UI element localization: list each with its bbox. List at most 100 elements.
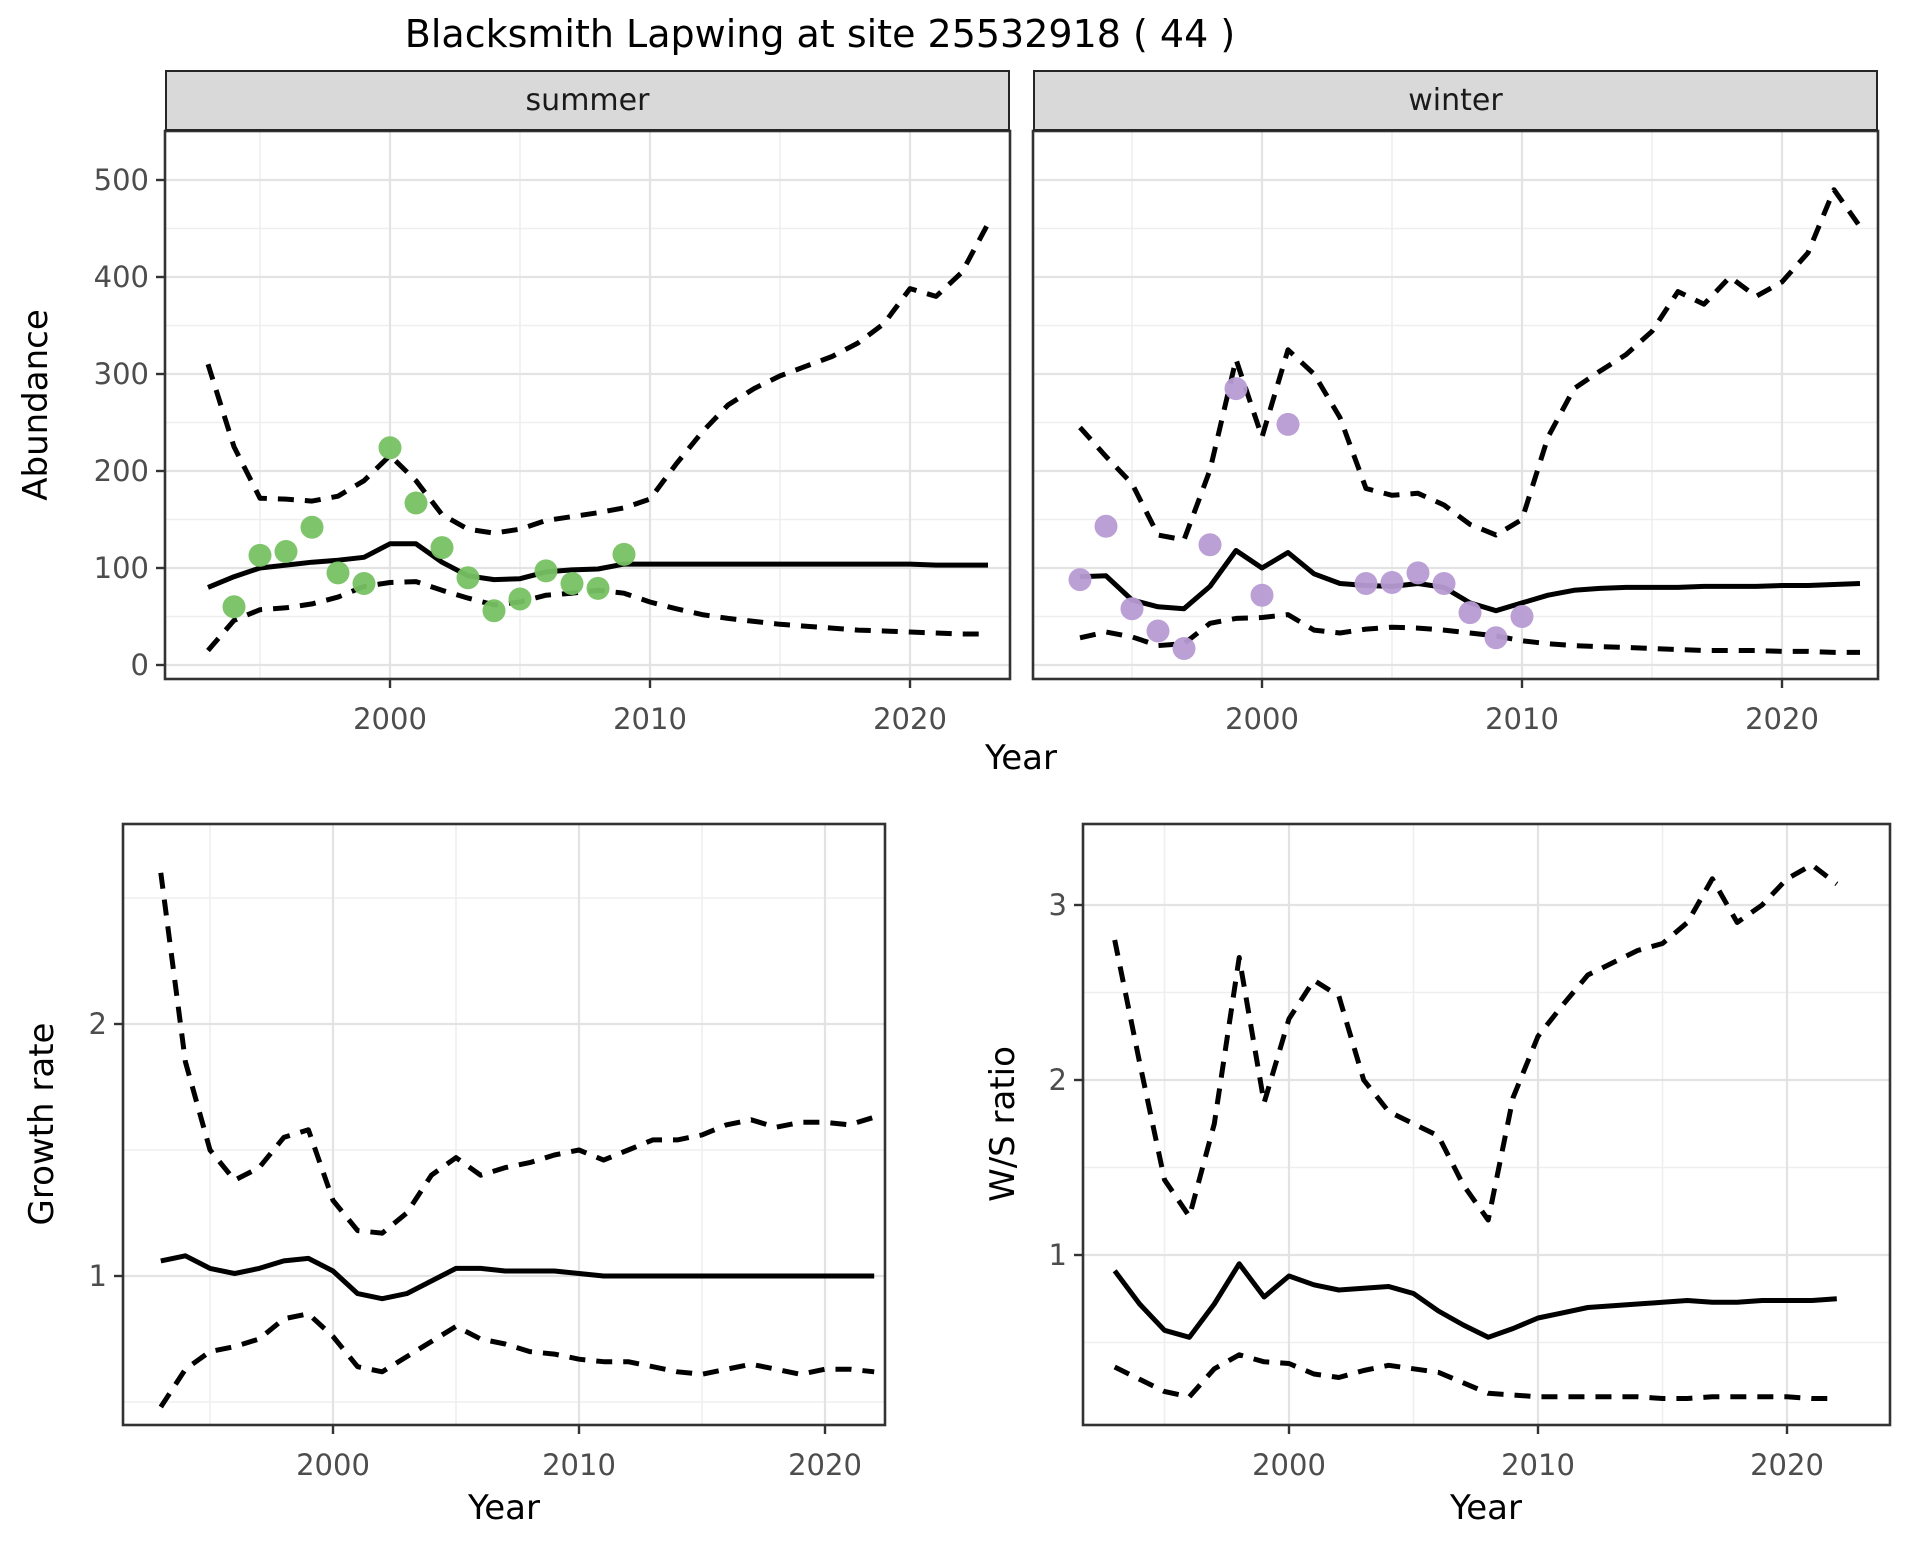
facet-strip-summer: summer	[165, 70, 1010, 131]
abundance-winter-data-layer	[1068, 187, 1863, 660]
abundance-summer-observed-points	[222, 436, 636, 623]
abundance-winter-x-tick-label: 2010	[1485, 702, 1559, 736]
abundance-summer-panel-border	[163, 129, 1012, 681]
abundance-winter-point	[1380, 571, 1404, 594]
y-axis-title-ws-ratio: W/S ratio	[983, 1046, 1023, 1202]
chart-title: Blacksmith Lapwing at site 25532918 ( 44…	[404, 12, 1236, 56]
abundance-summer-point	[612, 542, 636, 566]
abundance-summer-y-tick-label: 0	[131, 648, 149, 682]
growth-rate-panel-border	[121, 822, 887, 1427]
abundance-summer-point	[404, 491, 428, 515]
abundance-summer-point	[456, 566, 480, 590]
ws-ratio-data-layer	[1112, 862, 1839, 1401]
growth-rate-axes: 2000 2010 2020 1 2	[89, 1007, 862, 1482]
growth-rate-upper_ci-line	[158, 872, 875, 1236]
growth-rate-panel-bg	[123, 824, 885, 1425]
abundance-summer-point	[248, 543, 272, 567]
x-axis-title-year-bottom-right: Year	[1450, 1488, 1522, 1528]
ws-ratio-panel-bg	[1083, 824, 1890, 1425]
growth-rate-x-tick-label: 2020	[788, 1448, 862, 1482]
growth-rate-x-tick-label: 2010	[542, 1448, 616, 1482]
abundance-winter-point	[1510, 605, 1534, 628]
abundance-winter-point	[1068, 568, 1092, 592]
abundance-summer-panel-bg	[165, 131, 1010, 679]
ws-ratio-grid-minor	[1083, 824, 1890, 1425]
growth-rate-fit-line	[160, 1253, 875, 1302]
abundance-winter-point	[1224, 377, 1248, 401]
abundance-summer-upper_ci-line	[205, 222, 991, 536]
abundance-winter-point	[1484, 626, 1508, 650]
abundance-winter-point	[1458, 601, 1482, 625]
abundance-summer-point	[430, 536, 454, 560]
facet-strip-label-summer: summer	[525, 83, 650, 118]
ws-ratio-x-tick-label: 2020	[1750, 1448, 1824, 1482]
abundance-winter-point	[1198, 533, 1222, 557]
abundance-summer-axes: 2000 2010 2020 0 100 200 300 400 500	[94, 163, 947, 736]
abundance-winter-axes: 2000 2010 2020	[1225, 679, 1819, 736]
abundance-summer-point	[326, 561, 350, 585]
facet-strip-winter: winter	[1033, 70, 1878, 131]
abundance-winter-point	[1172, 637, 1196, 660]
y-axis-title-abundance: Abundance	[16, 309, 56, 501]
abundance-summer-fit-line	[207, 541, 988, 590]
growth-rate-y-tick-label: 1	[89, 1259, 107, 1293]
abundance-summer-point	[300, 515, 324, 539]
growth-rate-grid-minor	[123, 824, 885, 1425]
abundance-summer-point	[222, 595, 246, 619]
abundance-summer-point	[586, 576, 610, 600]
abundance-summer-point	[378, 436, 402, 460]
abundance-winter-point	[1406, 561, 1430, 585]
abundance-winter-point	[1120, 597, 1144, 621]
abundance-winter-x-tick-label: 2020	[1745, 702, 1819, 736]
abundance-winter-upper_ci-line	[1078, 187, 1863, 543]
abundance-summer-x-tick-label: 2010	[613, 702, 687, 736]
abundance-summer-point	[508, 587, 532, 611]
growth-rate-lower_ci-line	[158, 1311, 875, 1409]
abundance-summer-data-layer	[205, 222, 991, 653]
abundance-winter-point	[1094, 514, 1118, 538]
abundance-summer-y-tick-label: 300	[94, 357, 149, 391]
ws-ratio-y-tick-label: 2	[1049, 1063, 1067, 1097]
y-axis-title-growth-rate: Growth rate	[22, 1022, 62, 1226]
x-axis-title-year-bottom-left: Year	[468, 1488, 540, 1528]
abundance-winter-point	[1250, 583, 1274, 607]
ws-ratio-axes: 2000 2010 2020 1 2 3	[1049, 888, 1824, 1482]
growth-rate-data-layer	[158, 872, 875, 1409]
abundance-winter-lower_ci-line	[1079, 612, 1860, 655]
ws-ratio-x-tick-label: 2000	[1252, 1448, 1326, 1482]
ws-ratio-lower_ci-line	[1113, 1352, 1837, 1401]
abundance-winter-panel-border	[1031, 129, 1880, 681]
abundance-winter-point	[1276, 412, 1300, 436]
abundance-winter-point	[1146, 619, 1170, 643]
abundance-summer-y-tick-label: 100	[94, 551, 149, 585]
abundance-summer-x-tick-label: 2000	[353, 702, 427, 736]
x-axis-title-year-top: Year	[985, 738, 1057, 778]
abundance-winter-point	[1432, 572, 1456, 595]
abundance-winter-observed-points	[1068, 377, 1534, 660]
ws-ratio-fit-line	[1112, 1261, 1837, 1340]
ws-ratio-y-tick-label: 1	[1049, 1238, 1067, 1272]
growth-rate-y-tick-label: 2	[89, 1007, 107, 1041]
abundance-summer-point	[534, 559, 558, 583]
abundance-summer-point	[482, 599, 506, 623]
ws-ratio-panel-border	[1081, 822, 1892, 1427]
abundance-summer-y-tick-label: 500	[94, 163, 149, 197]
ws-ratio-x-tick-label: 2010	[1501, 1448, 1575, 1482]
ws-ratio-y-tick-label: 3	[1049, 888, 1067, 922]
abundance-summer-x-tick-label: 2020	[873, 702, 947, 736]
abundance-summer-grid-major	[165, 131, 1010, 679]
ws-ratio-grid-major	[1083, 824, 1890, 1425]
ws-ratio-upper_ci-line	[1112, 862, 1839, 1223]
abundance-winter-point	[1354, 572, 1378, 595]
abundance-winter-grid-major	[1033, 131, 1878, 679]
abundance-winter-x-tick-label: 2000	[1225, 702, 1299, 736]
abundance-summer-y-tick-label: 400	[94, 260, 149, 294]
abundance-summer-point	[352, 572, 376, 595]
growth-rate-x-tick-label: 2000	[296, 1448, 370, 1482]
abundance-summer-y-tick-label: 200	[94, 454, 149, 488]
abundance-summer-point	[560, 572, 584, 595]
facet-strip-label-winter: winter	[1408, 83, 1503, 118]
abundance-summer-point	[274, 540, 298, 563]
